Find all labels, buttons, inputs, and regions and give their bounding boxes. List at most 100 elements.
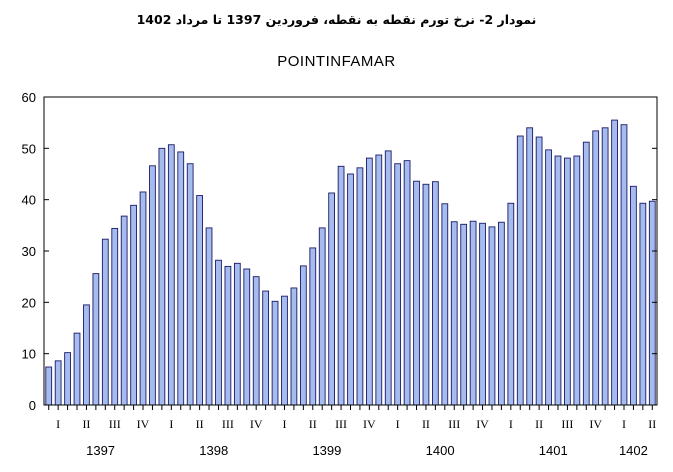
bar [507, 202, 515, 406]
year-labels: 1397 1398 1399 1400 1401 1402 [86, 443, 648, 458]
bar [73, 332, 81, 406]
bar [535, 136, 543, 406]
bar [167, 144, 175, 406]
bar [215, 259, 222, 406]
bar [318, 227, 326, 406]
bar [356, 167, 364, 406]
x-axis-ticks [48, 405, 653, 410]
bar [262, 290, 270, 406]
bar [554, 155, 562, 406]
bar [526, 127, 534, 406]
quarter-label: IV [137, 417, 150, 431]
quarter-label: III [109, 417, 121, 431]
bar [384, 150, 392, 406]
bar [639, 202, 647, 406]
bar [375, 154, 383, 406]
year-label: 1400 [426, 443, 455, 458]
quarter-label: I [509, 417, 513, 431]
y-tick-label: 50 [22, 141, 36, 156]
quarter-label: II [82, 417, 90, 431]
bar [158, 147, 166, 406]
quarter-label: II [196, 417, 204, 431]
bar [337, 165, 345, 406]
bar [243, 268, 251, 406]
bar [252, 276, 260, 406]
bar [309, 247, 317, 406]
quarter-label: IV [476, 417, 489, 431]
y-tick-label: 60 [22, 90, 36, 105]
quarter-label: III [448, 417, 460, 431]
year-label: 1399 [312, 443, 341, 458]
bar [394, 163, 402, 406]
bar [54, 360, 62, 406]
year-label: 1402 [619, 443, 648, 458]
bar [186, 163, 194, 406]
quarter-label: I [56, 417, 60, 431]
y-tick-label: 0 [29, 398, 36, 413]
bar [460, 223, 468, 406]
quarter-label: IV [589, 417, 602, 431]
y-tick-label: 30 [22, 244, 36, 259]
bar [450, 221, 458, 406]
bar [516, 135, 524, 406]
quarter-labels: I II III IV I II III IV I II III IV I II III IV I II III IV… [56, 417, 656, 431]
bar [469, 220, 477, 406]
bar [271, 300, 279, 406]
bar [101, 238, 109, 406]
bar [564, 157, 571, 406]
bar [648, 200, 656, 406]
year-label: 1401 [539, 443, 568, 458]
bar [205, 227, 213, 406]
quarter-label: II [309, 417, 317, 431]
y-tick-label: 10 [22, 347, 36, 362]
quarter-label: III [335, 417, 347, 431]
bar [611, 119, 618, 406]
bar [139, 191, 147, 406]
bar [196, 195, 203, 406]
bar [422, 183, 430, 406]
bar [290, 287, 298, 406]
bar [601, 127, 609, 406]
bar [573, 155, 581, 406]
bar [432, 181, 439, 406]
bar [299, 265, 307, 406]
bar [582, 141, 590, 406]
quarter-label: III [222, 417, 234, 431]
bar [441, 203, 449, 406]
bar [45, 366, 53, 406]
y-axis-ticks: 0 10 20 30 40 50 60 [22, 90, 657, 413]
bar [498, 221, 505, 406]
bar [120, 215, 128, 406]
bar [149, 165, 156, 406]
y-tick-label: 20 [22, 295, 36, 310]
year-label: 1398 [199, 443, 228, 458]
bar [111, 227, 119, 406]
bar [479, 222, 486, 406]
quarter-label: I [169, 417, 173, 431]
bar [545, 149, 552, 406]
quarter-label: I [622, 417, 626, 431]
figure-caption: نمودار 2- نرخ تورم نقطه به نقطه، فروردین… [136, 12, 537, 27]
bar [233, 262, 241, 406]
bar [83, 304, 90, 406]
y-tick-label: 40 [22, 193, 36, 208]
quarter-label: IV [363, 417, 376, 431]
chart-title: POINTINFAMAR [277, 53, 396, 70]
bar-series [45, 119, 656, 406]
year-label: 1397 [86, 443, 115, 458]
quarter-label: II [648, 417, 656, 431]
bar [328, 192, 336, 406]
quarter-label: I [396, 417, 400, 431]
bar [403, 160, 411, 406]
bar [488, 226, 496, 406]
bar [64, 352, 71, 406]
bar [177, 151, 185, 406]
quarter-label: IV [250, 417, 263, 431]
bar [413, 180, 420, 406]
bar [630, 185, 637, 406]
bar [620, 124, 628, 406]
bar [224, 265, 232, 406]
bar [365, 157, 373, 406]
bar [92, 273, 100, 406]
